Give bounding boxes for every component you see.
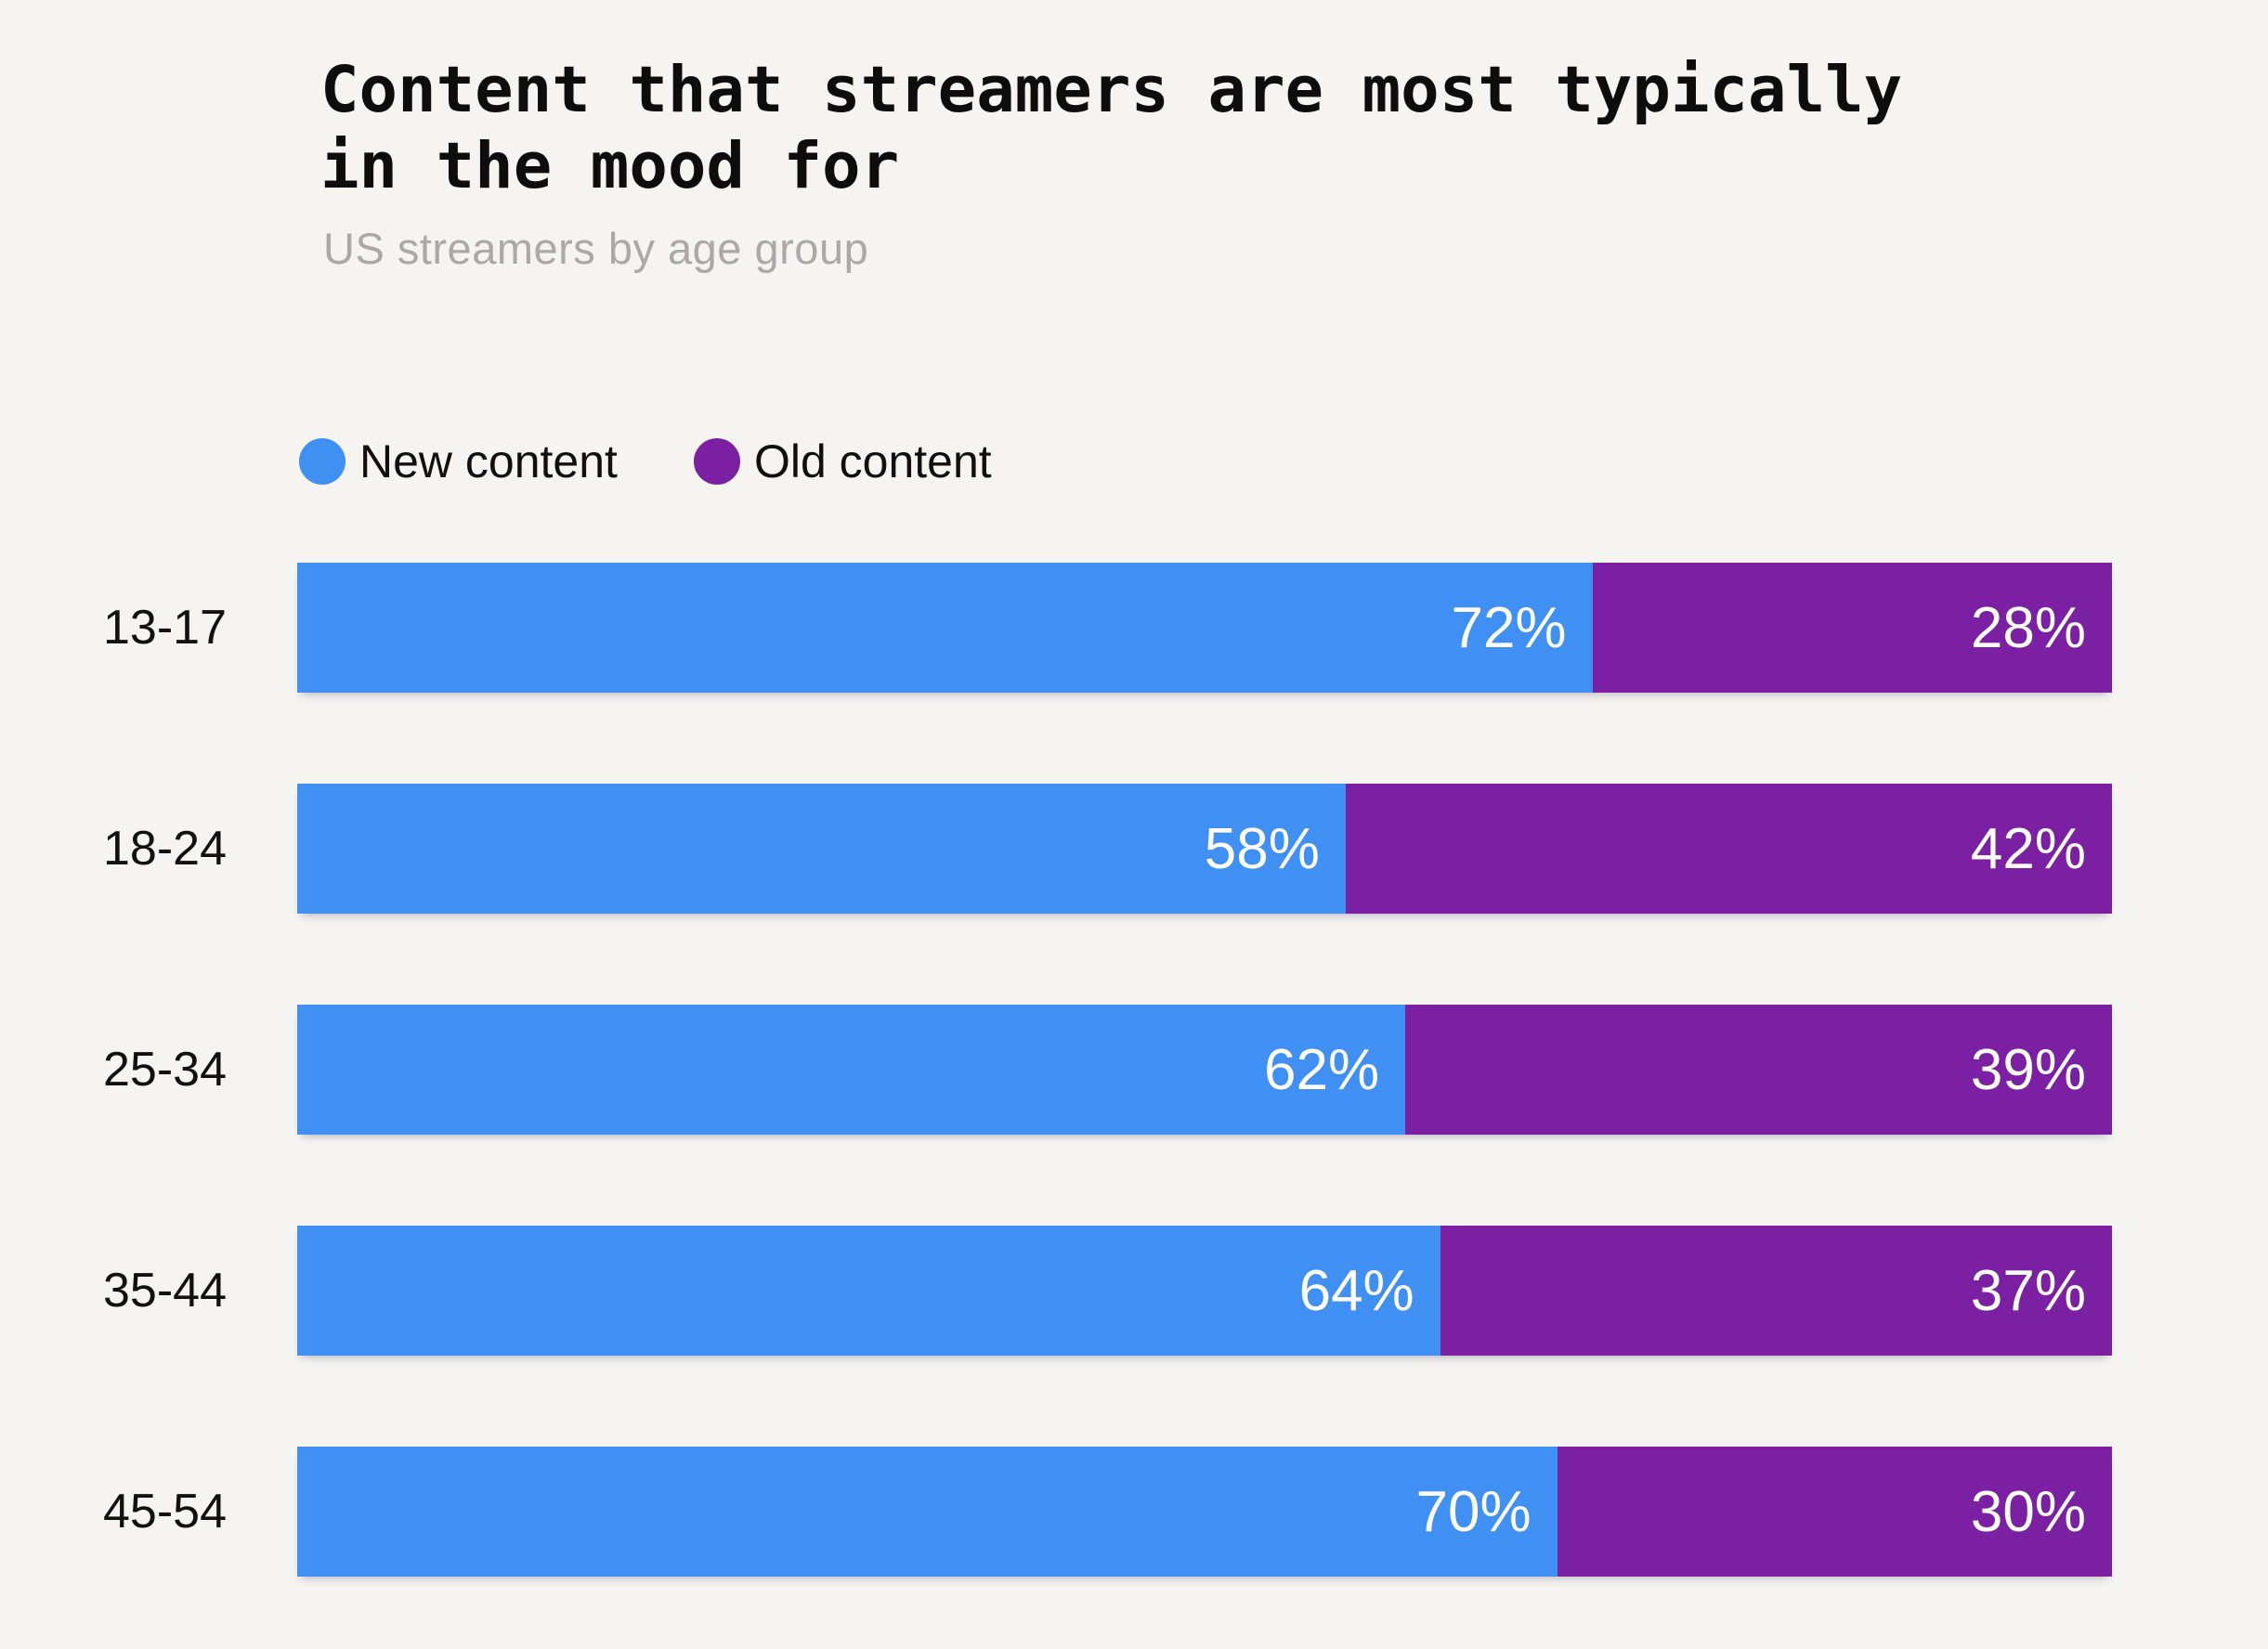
bar-value-label: 58%: [1204, 816, 1320, 881]
bar-value-label: 70%: [1415, 1479, 1532, 1544]
stacked-bar: 58% 42%: [297, 784, 2112, 914]
bar-row: 45-54 70% 30%: [0, 1447, 2268, 1577]
bar-segment-old-content: 39%: [1405, 1005, 2112, 1135]
category-label: 25-34: [103, 1043, 227, 1097]
stacked-bar: 70% 30%: [297, 1447, 2112, 1577]
stacked-bar: 64% 37%: [297, 1226, 2112, 1356]
bar-row: 13-17 72% 28%: [0, 563, 2268, 693]
bar-rows: 13-17 72% 28% 18-24 58% 42% 25-34 62% 39% 35-44 64…: [0, 563, 2268, 1649]
bar-segment-new-content: 62%: [297, 1005, 1406, 1135]
bar-value-label: 28%: [1970, 595, 2086, 660]
bar-value-label: 37%: [1970, 1258, 2086, 1323]
bar-value-label: 64%: [1298, 1258, 1414, 1323]
bar-segment-new-content: 70%: [297, 1447, 1558, 1577]
bar-segment-new-content: 64%: [297, 1226, 1440, 1356]
chart-title-line2: in the mood for: [320, 129, 900, 203]
stacked-bar: 62% 39%: [297, 1005, 2112, 1135]
category-label: 45-54: [103, 1485, 227, 1539]
legend-label-new-content: New content: [359, 435, 618, 487]
bar-value-label: 72%: [1451, 595, 1567, 660]
bar-segment-old-content: 42%: [1345, 784, 2112, 914]
bar-segment-old-content: 37%: [1440, 1226, 2112, 1356]
bar-value-label: 42%: [1970, 816, 2086, 881]
legend-label-old-content: Old content: [753, 435, 992, 487]
chart-title-line1: Content that streamers are most typicall…: [320, 53, 1903, 127]
bar-row: 35-44 64% 37%: [0, 1226, 2268, 1356]
bar-segment-old-content: 30%: [1557, 1447, 2112, 1577]
bar-segment-new-content: 58%: [297, 784, 1346, 914]
category-label: 18-24: [103, 822, 227, 876]
bar-segment-old-content: 28%: [1592, 563, 2112, 693]
legend: New content Old content: [299, 435, 992, 488]
bar-segment-new-content: 72%: [297, 563, 1593, 693]
category-label: 13-17: [103, 601, 227, 655]
legend-item-old-content: Old content: [693, 435, 992, 488]
chart-title: Content that streamers are most typicall…: [320, 52, 1902, 204]
category-label: 35-44: [103, 1264, 227, 1318]
bar-value-label: 39%: [1970, 1037, 2086, 1102]
legend-dot-old-content-icon: [693, 438, 740, 485]
chart-subtitle: US streamers by age group: [323, 224, 869, 273]
legend-item-new-content: New content: [299, 435, 618, 488]
bar-row: 25-34 62% 39%: [0, 1005, 2268, 1135]
stacked-bar: 72% 28%: [297, 563, 2112, 693]
bar-value-label: 62%: [1264, 1037, 1380, 1102]
bar-value-label: 30%: [1970, 1479, 2086, 1544]
legend-dot-new-content-icon: [299, 438, 345, 485]
bar-row: 18-24 58% 42%: [0, 784, 2268, 914]
